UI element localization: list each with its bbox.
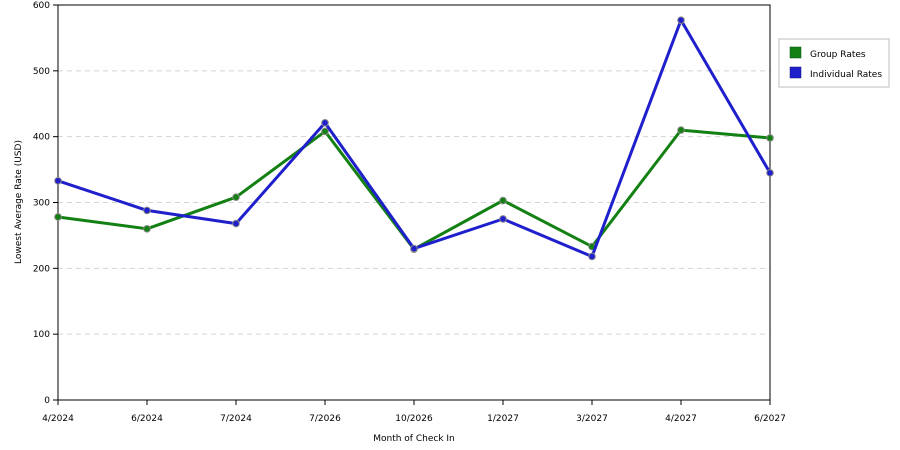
legend-swatch-individual-rates xyxy=(789,66,802,79)
series-line-0 xyxy=(56,128,772,251)
data-point-0-1 xyxy=(143,225,151,233)
series-1 xyxy=(54,16,774,261)
data-point-1-7 xyxy=(677,16,685,24)
series xyxy=(54,16,774,261)
data-point-1-8 xyxy=(766,169,774,177)
data-point-1-3 xyxy=(321,119,329,127)
data-point-0-0 xyxy=(54,213,62,221)
y-tick-label-500: 500 xyxy=(33,67,50,77)
data-point-0-5 xyxy=(499,196,507,205)
data-point-0-3 xyxy=(321,127,329,136)
x-tick-label-2: 7/2024 xyxy=(220,414,252,424)
x-tick-label-5: 1/2027 xyxy=(487,414,519,424)
x-axis-title: Month of Check In xyxy=(373,434,455,444)
legend-label-group-rates: Group Rates xyxy=(810,50,866,60)
data-point-1-2 xyxy=(232,219,240,228)
data-point-0-7 xyxy=(677,126,685,134)
x-tick-label-1: 6/2024 xyxy=(131,414,163,424)
y-tick-label-100: 100 xyxy=(33,330,50,340)
gridlines xyxy=(58,70,770,335)
x-tick-label-8: 6/2027 xyxy=(754,414,786,424)
x-tick-label-7: 4/2027 xyxy=(665,414,697,424)
data-point-1-5 xyxy=(499,215,507,223)
data-point-1-1 xyxy=(143,206,151,215)
y-tick-label-300: 300 xyxy=(33,199,50,209)
x-tick-label-6: 3/2027 xyxy=(576,414,608,424)
y-tick-label-200: 200 xyxy=(33,264,50,274)
x-tick-label-0: 4/2024 xyxy=(42,414,74,424)
series-0 xyxy=(54,126,774,254)
data-point-0-2 xyxy=(232,193,240,202)
legend-swatch-group-rates xyxy=(789,46,802,59)
x-axis: 4/2024 6/2024 7/2024 7/2026 10/2026 1/2027 3/2… xyxy=(42,400,786,424)
y-axis-title: Lowest Average Rate (USD) xyxy=(14,140,24,264)
legend: Group Rates Individual Rates xyxy=(778,38,890,88)
legend-label-individual-rates: Individual Rates xyxy=(810,70,882,80)
x-tick-label-4: 10/2026 xyxy=(395,414,433,424)
data-point-0-8 xyxy=(766,134,774,142)
data-point-1-6 xyxy=(588,252,596,261)
y-tick-label-0: 0 xyxy=(44,396,50,406)
y-tick-label-600: 600 xyxy=(33,1,50,11)
x-tick-label-3: 7/2026 xyxy=(309,414,341,424)
y-axis: 0 100 200 300 400 500 600 xyxy=(33,1,58,406)
data-point-1-0 xyxy=(54,176,62,185)
data-point-1-4 xyxy=(410,244,418,253)
y-tick-label-400: 400 xyxy=(33,133,50,143)
